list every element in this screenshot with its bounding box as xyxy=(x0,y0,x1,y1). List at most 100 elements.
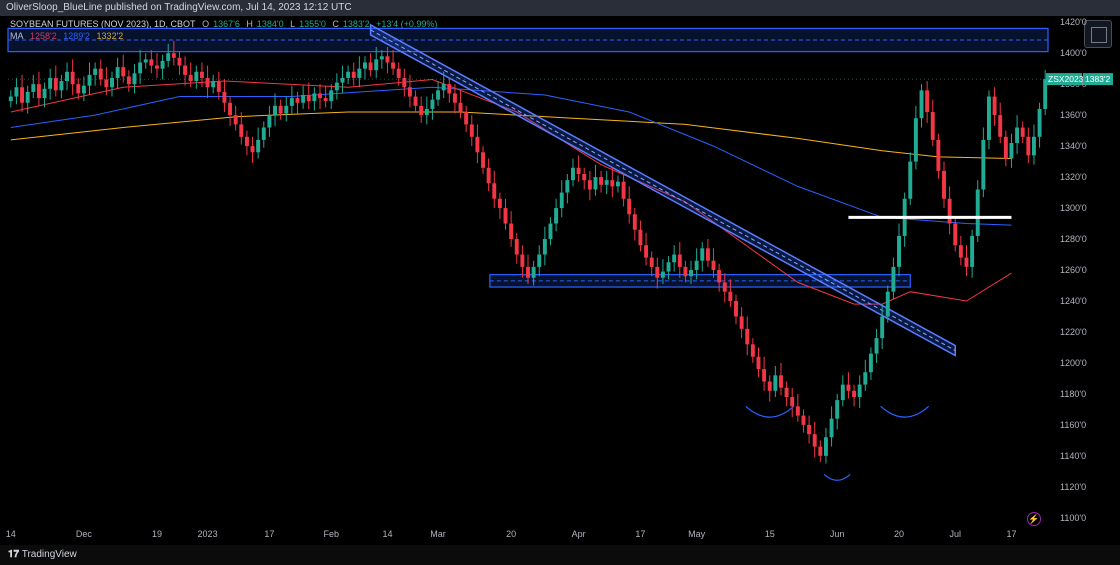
y-tick-label: 1140'0 xyxy=(1060,451,1086,461)
candle-body xyxy=(868,353,873,373)
candle-body xyxy=(132,73,137,85)
candle-body xyxy=(59,81,64,91)
candle-body xyxy=(407,87,412,97)
candle-body xyxy=(323,98,328,102)
candle-body xyxy=(149,59,154,66)
price-chart[interactable]: 1420'01400'01380'01360'01340'01320'01300… xyxy=(0,16,1120,545)
candle-body xyxy=(756,356,761,370)
symbol-tag xyxy=(1046,73,1082,86)
symbol-legend: SOYBEAN FUTURES (NOV 2023), 1D, CBOT O 13… xyxy=(10,19,438,29)
y-tick-label: 1400'0 xyxy=(1060,48,1087,58)
x-tick-label: Jul xyxy=(949,529,961,539)
candle-body xyxy=(188,74,193,82)
candle-body xyxy=(334,82,339,91)
candle-body xyxy=(177,57,182,66)
x-tick-label: Apr xyxy=(572,529,586,539)
candle-body xyxy=(160,60,165,69)
candle-body xyxy=(717,270,722,283)
candle-body xyxy=(458,102,463,113)
candle-body xyxy=(958,245,963,258)
candle-body xyxy=(295,98,300,103)
published-text: OliverSloop_BlueLine published on Tradin… xyxy=(6,2,352,13)
y-tick-label: 1320'0 xyxy=(1060,172,1087,182)
candle-body xyxy=(863,372,868,385)
candle-body xyxy=(48,77,53,89)
candle-body xyxy=(779,375,783,388)
candle-body xyxy=(244,136,249,147)
candle-body xyxy=(705,248,710,261)
candle-body xyxy=(126,76,131,85)
candle-body xyxy=(273,105,277,116)
candle-body xyxy=(497,198,502,209)
candle-body xyxy=(1043,79,1048,109)
candle-body xyxy=(351,71,356,78)
candle-body xyxy=(452,93,457,103)
candle-body xyxy=(441,84,446,91)
y-tick-label: 1260'0 xyxy=(1060,265,1087,275)
candle-body xyxy=(998,115,1003,137)
candle-body xyxy=(121,67,126,77)
candle-body xyxy=(374,59,379,71)
candle-body xyxy=(278,105,283,114)
candle-body xyxy=(1009,143,1014,159)
candle-body xyxy=(31,84,36,92)
candle-body xyxy=(880,316,885,339)
candle-body xyxy=(509,223,514,240)
flash-icon[interactable]: ⚡ xyxy=(1027,512,1041,526)
candle-body xyxy=(267,115,272,128)
candle-body xyxy=(683,266,688,277)
candle-body xyxy=(36,84,41,99)
x-tick-label: 19 xyxy=(152,529,162,539)
candle-body xyxy=(357,68,362,78)
y-tick-label: 1220'0 xyxy=(1060,327,1087,337)
chart-menu-button[interactable] xyxy=(1084,20,1112,48)
trend-channel xyxy=(369,23,956,357)
ma-fast-value: 1258'2 xyxy=(30,31,57,41)
ma-slow-value: 1332'2 xyxy=(97,31,124,41)
candle-body xyxy=(885,291,890,317)
candle-body xyxy=(228,102,233,116)
candle-body xyxy=(571,167,575,181)
candle-body xyxy=(42,88,47,99)
candle-body xyxy=(655,266,660,278)
candle-body xyxy=(739,316,744,329)
candle-body xyxy=(874,338,879,354)
candle-body xyxy=(301,94,306,103)
candle-body xyxy=(773,375,778,391)
candle-body xyxy=(469,124,474,137)
candle-body xyxy=(256,139,261,153)
candle-body xyxy=(677,254,682,267)
candle-body xyxy=(222,91,227,103)
candle-body xyxy=(542,239,547,255)
price-tag xyxy=(1083,73,1113,86)
candle-body xyxy=(722,282,727,292)
candle-body xyxy=(70,71,75,85)
x-tick-label: 2023 xyxy=(198,529,218,539)
candle-body xyxy=(261,127,266,140)
y-tick-label: 1280'0 xyxy=(1060,234,1087,244)
x-tick-label: 15 xyxy=(765,529,775,539)
candle-body xyxy=(194,71,199,82)
candle-body xyxy=(312,93,317,102)
candle-body xyxy=(1037,108,1042,137)
symbol-tag-label: ZSX2023 xyxy=(1048,74,1084,84)
candle-body xyxy=(385,56,390,63)
candle-body xyxy=(171,53,176,58)
candle-body xyxy=(115,67,120,78)
candle-body xyxy=(728,291,733,301)
y-tick-label: 1420'0 xyxy=(1060,17,1087,27)
candle-body xyxy=(318,93,322,99)
candle-body xyxy=(852,390,857,397)
y-tick-label: 1180'0 xyxy=(1060,389,1086,399)
candle-body xyxy=(363,62,367,69)
y-tick-label: 1360'0 xyxy=(1060,110,1087,120)
x-tick-label: Feb xyxy=(323,529,339,539)
candle-body xyxy=(942,170,946,199)
candle-body xyxy=(368,62,373,71)
candle-body xyxy=(65,71,69,82)
candle-body xyxy=(981,139,986,190)
x-tick-label: Jun xyxy=(830,529,845,539)
x-tick-label: Mar xyxy=(430,529,446,539)
candle-body xyxy=(936,139,941,171)
candle-body xyxy=(1020,127,1025,137)
